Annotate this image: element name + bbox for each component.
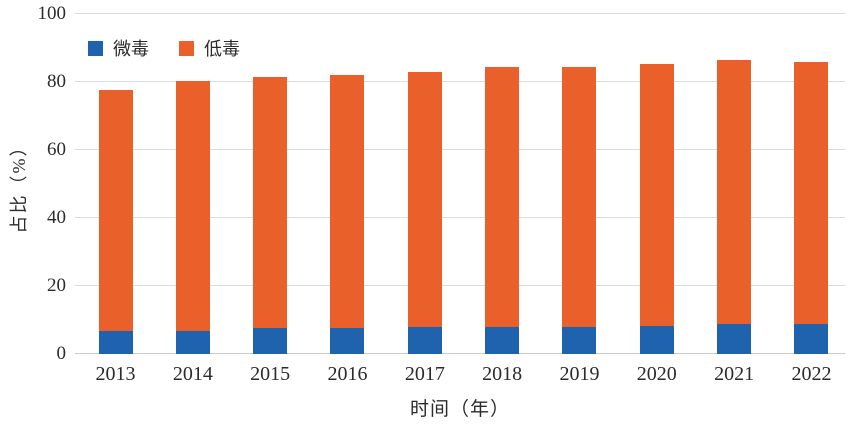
bar-2021-segment-didu	[717, 60, 752, 324]
bar-2022-segment-didu	[794, 61, 829, 325]
x-tick-2013: 2013	[95, 363, 136, 385]
bar-2018-segment-didu	[485, 66, 520, 328]
legend: 微毒 低毒	[88, 35, 240, 61]
gridline-80	[75, 81, 845, 82]
legend-swatch-weidu	[88, 40, 103, 56]
bar-2018-segment-weidu	[485, 327, 520, 354]
bar-2013-segment-didu	[98, 89, 133, 331]
x-tick-2018: 2018	[482, 363, 523, 385]
legend-item-didu: 低毒	[179, 35, 240, 61]
bar-2014-segment-weidu	[175, 331, 210, 354]
x-axis-title: 时间（年）	[409, 399, 510, 420]
legend-swatch-didu	[179, 40, 194, 56]
y-tick-100: 100	[37, 3, 67, 24]
x-tick-2020: 2020	[636, 363, 677, 385]
y-tick-80: 80	[47, 71, 66, 92]
bar-2019-segment-weidu	[562, 327, 597, 354]
x-tick-2019: 2019	[559, 363, 600, 385]
bar-2017-segment-didu	[407, 71, 442, 327]
legend-label-didu: 低毒	[204, 39, 240, 59]
x-tick-2021: 2021	[714, 363, 755, 385]
x-axis: 2013 2014 2015 2016 2017 2018 2019 2020 2021 2022	[75, 362, 845, 388]
x-tick-2014: 2014	[172, 363, 213, 385]
plot-area	[75, 13, 845, 354]
bar-2020-segment-weidu	[639, 326, 674, 354]
gridline-0	[75, 353, 845, 354]
y-tick-0: 0	[56, 343, 67, 364]
bar-2019-segment-didu	[562, 67, 597, 328]
bar-2017-segment-weidu	[407, 326, 442, 354]
bar-2020-segment-didu	[639, 64, 674, 327]
bar-2015-segment-didu	[253, 77, 288, 329]
x-tick-2017: 2017	[404, 363, 445, 385]
gridline-20	[75, 285, 845, 286]
y-axis: 0 20 40 60 80 100	[0, 4, 67, 364]
bar-2016-segment-weidu	[330, 328, 365, 354]
bar-2013-segment-weidu	[98, 330, 133, 354]
bar-2015-segment-weidu	[253, 328, 288, 354]
gridline-100	[75, 13, 845, 14]
legend-label-weidu: 微毒	[113, 39, 149, 59]
legend-item-weidu: 微毒	[88, 35, 149, 61]
gridline-40	[75, 217, 845, 218]
x-tick-2022: 2022	[791, 363, 832, 385]
bar-2016-segment-didu	[330, 74, 365, 329]
bar-2021-segment-weidu	[717, 323, 752, 354]
y-tick-20: 20	[47, 275, 66, 296]
x-tick-2015: 2015	[250, 363, 291, 385]
bar-2014-segment-didu	[175, 81, 210, 332]
y-tick-40: 40	[47, 207, 66, 228]
x-tick-2016: 2016	[327, 363, 368, 385]
y-tick-60: 60	[47, 139, 66, 160]
gridline-60	[75, 149, 845, 150]
bar-2022-segment-weidu	[794, 324, 829, 354]
